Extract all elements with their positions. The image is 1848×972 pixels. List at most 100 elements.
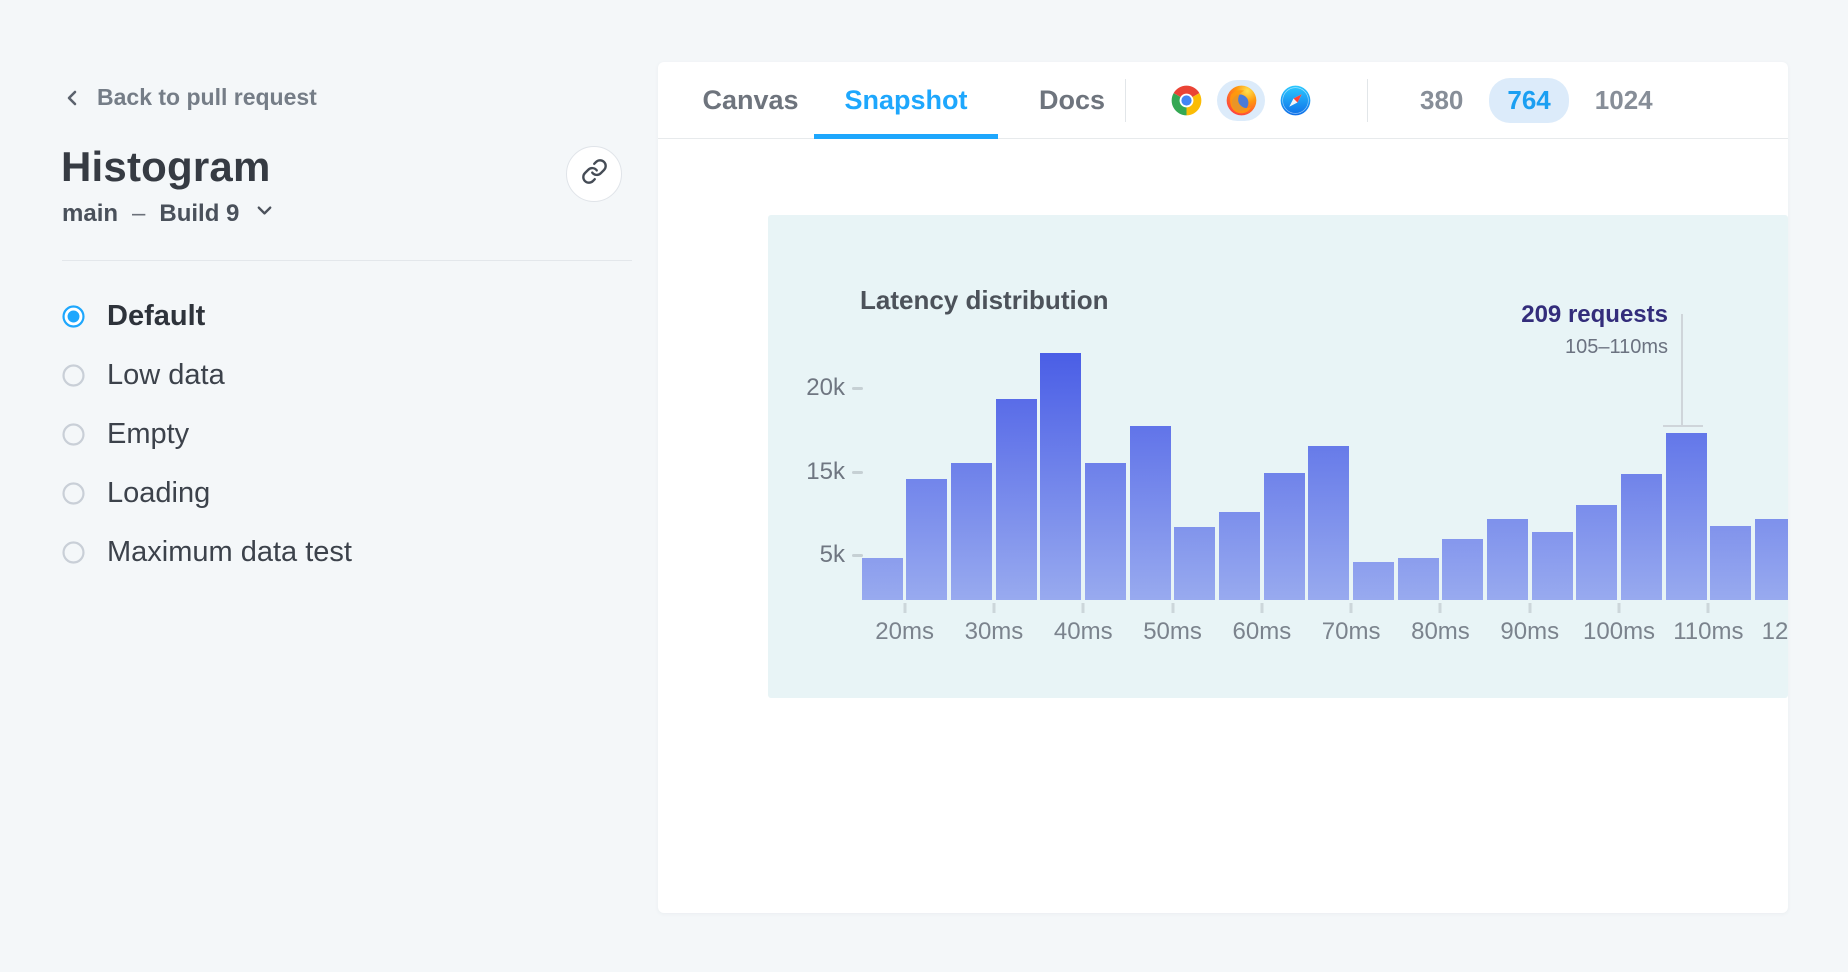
permalink-button[interactable] (566, 146, 622, 202)
tab-canvas[interactable]: Canvas (688, 62, 813, 139)
histogram-bar-75-80ms[interactable] (1398, 558, 1439, 600)
x-axis-label: 50ms (1143, 618, 1202, 646)
y-axis-tick (852, 387, 863, 390)
variant-option-maximum-data-test[interactable]: Maximum data test (62, 523, 622, 582)
viewport-button-380[interactable]: 380 (1402, 78, 1481, 123)
latency-chart-panel: Latency distribution 209 requests 105–11… (768, 215, 1788, 698)
tooltip-range: 105–110ms (1521, 336, 1668, 359)
viewport-button-1024[interactable]: 1024 (1577, 78, 1671, 123)
x-axis-label: 110ms (1673, 618, 1743, 646)
variant-option-empty[interactable]: Empty (62, 405, 622, 464)
histogram-bar-45-50ms[interactable] (1130, 426, 1171, 600)
histogram-bar-60-65ms[interactable] (1264, 473, 1305, 600)
tooltip-value: 209 requests (1521, 301, 1668, 329)
browser-button-chrome[interactable] (1170, 84, 1203, 117)
x-axis-tick (1707, 603, 1710, 613)
build-selector[interactable]: main – Build 9 (62, 199, 276, 229)
header-divider (1367, 79, 1368, 122)
tab-label: Canvas (702, 85, 798, 115)
x-axis-tick (1439, 603, 1442, 613)
histogram-bar-50-55ms[interactable] (1174, 527, 1215, 600)
x-axis-tick (992, 603, 995, 613)
radio-unselected-icon (62, 482, 85, 505)
histogram-bar-70-75ms[interactable] (1353, 562, 1394, 600)
histogram-bar-105-110ms[interactable] (1666, 433, 1707, 600)
y-axis-label: 20k (768, 374, 845, 402)
variant-option-loading[interactable]: Loading (62, 464, 622, 523)
branch-build-separator: – (132, 200, 145, 228)
browser-group (1170, 62, 1312, 139)
y-axis-label: 5k (768, 541, 845, 569)
build-label: Build 9 (159, 200, 239, 228)
x-axis-label: 20ms (875, 618, 934, 646)
firefox-icon (1225, 84, 1258, 117)
back-link-label: Back to pull request (97, 84, 317, 111)
x-axis-label: 90ms (1500, 618, 1559, 646)
chrome-icon (1170, 84, 1203, 117)
histogram-bar-40-45ms[interactable] (1085, 463, 1126, 600)
y-axis-label: 15k (768, 458, 845, 486)
histogram-bar-85-90ms[interactable] (1487, 519, 1528, 600)
safari-icon (1279, 84, 1312, 117)
tab-snapshot[interactable]: Snapshot (814, 62, 998, 139)
tab-label: Snapshot (844, 85, 967, 115)
histogram-bar-110-115ms[interactable] (1710, 526, 1751, 600)
histogram-bar-80-85ms[interactable] (1442, 539, 1483, 600)
x-axis-tick (1350, 603, 1353, 613)
histogram-bar-115-120ms[interactable] (1755, 519, 1788, 600)
y-axis-tick (852, 554, 863, 557)
x-axis-label: 70ms (1322, 618, 1381, 646)
radio-unselected-icon (62, 364, 85, 387)
tab-docs[interactable]: Docs (1027, 62, 1117, 139)
histogram-bar-20-25ms[interactable] (906, 479, 947, 600)
variant-label: Loading (107, 477, 210, 510)
chart-tooltip: 209 requests 105–110ms (1521, 301, 1668, 359)
histogram-bar-90-95ms[interactable] (1532, 532, 1573, 600)
x-axis-label: 100ms (1583, 618, 1655, 646)
branch-name: main (62, 200, 118, 228)
page-title: Histogram (61, 143, 271, 191)
x-axis-label: 120ms (1762, 618, 1788, 646)
variant-label: Low data (107, 359, 225, 392)
snapshot-card: Canvas Snapshot Docs 3807641024 Latency di… (658, 62, 1788, 913)
variant-list: Default Low data Empty Loading Maximum data … (62, 287, 622, 582)
x-axis-tick (1171, 603, 1174, 613)
histogram-bar-35-40ms[interactable] (1040, 353, 1081, 600)
viewport-button-764[interactable]: 764 (1489, 78, 1568, 123)
back-to-pull-request-link[interactable]: Back to pull request (60, 84, 317, 111)
radio-selected-icon (62, 305, 85, 328)
active-tab-underline (814, 134, 998, 139)
tooltip-pointer-line (1681, 314, 1683, 426)
histogram-bar-25-30ms[interactable] (951, 463, 992, 600)
radio-unselected-icon (62, 423, 85, 446)
sidebar-divider (62, 260, 632, 261)
histogram-bar-95-100ms[interactable] (1576, 505, 1617, 600)
x-axis-label: 30ms (965, 618, 1024, 646)
histogram-bar-100-105ms[interactable] (1621, 474, 1662, 600)
x-axis-tick (1260, 603, 1263, 613)
histogram-bar-65-70ms[interactable] (1308, 446, 1349, 600)
snapshot-card-header: Canvas Snapshot Docs 3807641024 (658, 62, 1788, 139)
histogram-bar-30-35ms[interactable] (996, 399, 1037, 600)
viewport-group: 3807641024 (1402, 62, 1671, 139)
variant-option-low-data[interactable]: Low data (62, 346, 622, 405)
browser-button-safari[interactable] (1279, 84, 1312, 117)
header-divider (1125, 79, 1126, 122)
x-axis-label: 80ms (1411, 618, 1470, 646)
x-axis-label: 60ms (1233, 618, 1292, 646)
chevron-down-icon (253, 199, 276, 229)
browser-button-firefox[interactable] (1217, 80, 1265, 121)
histogram-bar-55-60ms[interactable] (1219, 512, 1260, 600)
link-icon (581, 158, 608, 190)
variant-option-default[interactable]: Default (62, 287, 622, 346)
variant-label: Default (107, 300, 205, 333)
page: { "sidebar": { "back_label": "Back to pu… (0, 0, 1848, 972)
x-axis-tick (903, 603, 906, 613)
x-axis-tick (1618, 603, 1621, 613)
chart-title: Latency distribution (860, 285, 1108, 316)
x-axis-tick (1082, 603, 1085, 613)
variant-label: Maximum data test (107, 536, 352, 569)
tooltip-pointer-cap (1663, 425, 1703, 427)
tab-label: Docs (1039, 85, 1105, 115)
histogram-bar-15-20ms[interactable] (862, 558, 903, 600)
